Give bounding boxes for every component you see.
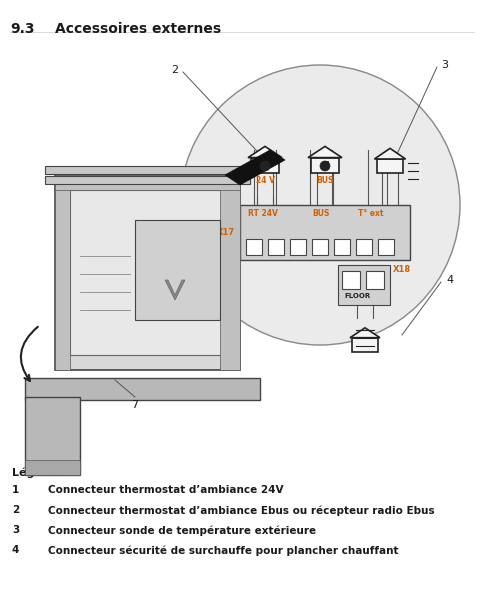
Text: T° ext: T° ext (358, 209, 383, 218)
Bar (268, 239, 284, 255)
Bar (378, 239, 394, 255)
Text: 1: 1 (12, 485, 19, 495)
Polygon shape (375, 148, 406, 159)
Text: 1: 1 (111, 200, 119, 210)
Bar (25, 460, 80, 475)
Text: Connecteur sécurité de surchauffe pour plancher chauffant: Connecteur sécurité de surchauffe pour p… (48, 545, 398, 556)
Circle shape (260, 161, 270, 171)
Text: Légende: Légende (12, 467, 65, 478)
Polygon shape (165, 280, 185, 300)
Bar (334, 239, 350, 255)
Text: 7: 7 (132, 400, 138, 410)
Bar (262, 161, 268, 168)
Polygon shape (350, 328, 380, 338)
Bar (246, 239, 262, 255)
Text: X17: X17 (217, 228, 235, 237)
Bar (322, 161, 328, 168)
Text: BUS: BUS (317, 176, 333, 185)
Bar (55, 175, 240, 190)
Polygon shape (248, 146, 282, 158)
Text: Connecteur sonde de température extérieure: Connecteur sonde de température extérieu… (48, 525, 316, 535)
Circle shape (320, 161, 330, 171)
Bar (135, 220, 220, 320)
Bar (342, 271, 360, 289)
Bar (378, 159, 403, 173)
Bar (25, 378, 260, 400)
Text: Accessoires externes: Accessoires externes (55, 22, 221, 36)
Text: FLOOR: FLOOR (344, 293, 370, 299)
Bar (55, 175, 240, 370)
Text: 3: 3 (12, 525, 19, 535)
Bar (45, 176, 250, 184)
Bar (311, 158, 339, 173)
Text: Connecteur thermostat d’ambiance 24V: Connecteur thermostat d’ambiance 24V (48, 485, 284, 495)
Text: 2: 2 (12, 505, 19, 515)
Bar (366, 271, 384, 289)
Bar (290, 239, 306, 255)
Bar (338, 265, 390, 305)
Text: BUS: BUS (312, 209, 330, 218)
Bar (70, 190, 225, 355)
Text: 3: 3 (441, 60, 449, 70)
Polygon shape (308, 146, 342, 158)
Text: RT 24V: RT 24V (248, 209, 278, 218)
Text: 4: 4 (446, 275, 454, 285)
Text: 24 V: 24 V (256, 176, 274, 185)
Bar (240, 205, 410, 260)
Bar (251, 158, 279, 173)
Bar (356, 239, 372, 255)
Circle shape (180, 65, 460, 345)
Bar (312, 239, 328, 255)
Bar (55, 175, 70, 370)
Bar (45, 166, 250, 174)
Bar (25, 397, 80, 475)
Text: 9.3: 9.3 (10, 22, 34, 36)
Polygon shape (225, 150, 285, 185)
Bar (352, 338, 378, 352)
Text: 2: 2 (171, 65, 179, 75)
Bar (220, 175, 240, 370)
Text: 4: 4 (12, 545, 19, 555)
Text: X18: X18 (393, 265, 411, 274)
Text: Connecteur thermostat d’ambiance Ebus ou récepteur radio Ebus: Connecteur thermostat d’ambiance Ebus ou… (48, 505, 435, 515)
